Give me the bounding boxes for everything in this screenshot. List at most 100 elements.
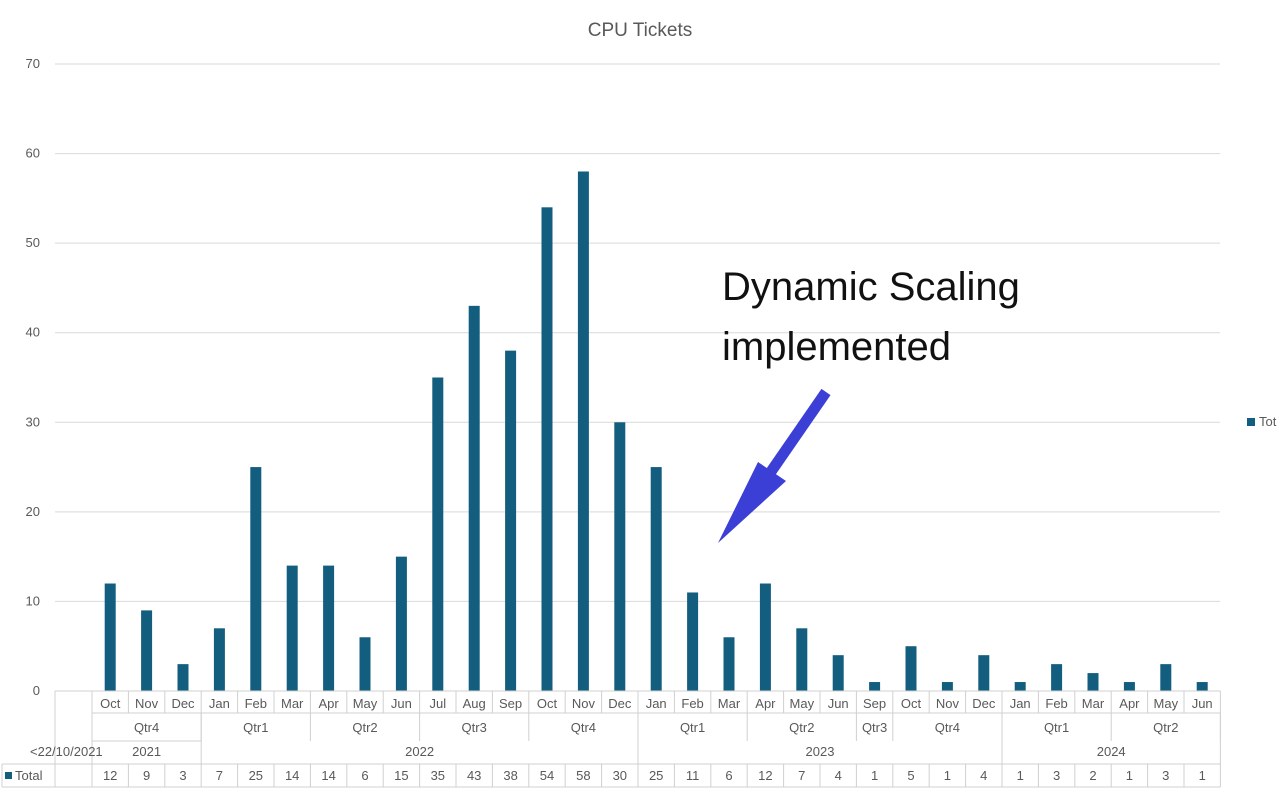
table-value-cell: 7 [798, 768, 805, 783]
table-value-cell: 25 [649, 768, 663, 783]
table-value-cell: 14 [285, 768, 299, 783]
year-label: 2021 [132, 744, 161, 759]
quarter-label: Qtr2 [352, 720, 377, 735]
month-label: Jul [429, 696, 446, 711]
annotation-text-line2: implemented [722, 325, 951, 369]
bar [723, 637, 735, 691]
bar [978, 655, 990, 691]
arrow-head [718, 462, 786, 543]
table-value-cell: 3 [179, 768, 186, 783]
month-label: Jan [209, 696, 230, 711]
bar [614, 422, 626, 691]
bar [1087, 673, 1099, 691]
month-label: Nov [135, 696, 159, 711]
table-value-cell: 1 [871, 768, 878, 783]
month-label: Sep [863, 696, 886, 711]
month-label: Jun [828, 696, 849, 711]
month-label: Apr [318, 696, 339, 711]
bar [577, 171, 589, 691]
annotation-arrow [718, 388, 831, 543]
month-label: Jun [391, 696, 412, 711]
month-label: Jun [1192, 696, 1213, 711]
bar [250, 467, 262, 691]
month-label: Oct [537, 696, 558, 711]
year-label: 2023 [806, 744, 835, 759]
table-value-cell: 30 [613, 768, 627, 783]
table-value-cell: 4 [835, 768, 842, 783]
bar [941, 682, 953, 691]
month-label: Sep [499, 696, 522, 711]
table-value-cell: 1 [944, 768, 951, 783]
bar [650, 467, 662, 691]
table-value-cell: 12 [758, 768, 772, 783]
table-row-label: Total [15, 768, 43, 783]
bar [832, 655, 844, 691]
bar [359, 637, 371, 691]
month-label: Jan [646, 696, 667, 711]
bar [395, 556, 407, 691]
month-label: Apr [1119, 696, 1140, 711]
month-label: Feb [681, 696, 703, 711]
bar [286, 565, 298, 691]
quarter-label: Qtr2 [1153, 720, 1178, 735]
table-value-cell: 1 [1199, 768, 1206, 783]
bar [796, 628, 808, 691]
table-value-cell: 11 [686, 768, 700, 783]
month-label: Feb [1045, 696, 1067, 711]
bar [869, 682, 881, 691]
y-tick-label: 40 [26, 325, 40, 340]
table-value-cell: 6 [725, 768, 732, 783]
legend-swatch [1247, 418, 1255, 426]
y-tick-label: 30 [26, 414, 40, 429]
annotation: Dynamic Scaling implemented [718, 265, 1020, 543]
legend: Tot [1247, 414, 1277, 429]
bar [905, 646, 917, 691]
y-tick-label: 20 [26, 504, 40, 519]
table-value-cell: 58 [576, 768, 590, 783]
table-value-cell: 1 [1126, 768, 1133, 783]
year-label: 2024 [1097, 744, 1126, 759]
table-value-cell: 43 [467, 768, 481, 783]
table-value-cell: 12 [103, 768, 117, 783]
table-value-cell: 3 [1053, 768, 1060, 783]
month-label: Dec [608, 696, 632, 711]
month-label: Mar [1082, 696, 1105, 711]
gridlines [55, 63, 1220, 602]
bar [104, 583, 116, 691]
quarter-label: Qtr3 [862, 720, 887, 735]
quarter-label: Qtr4 [571, 720, 596, 735]
table-value-cell: 9 [143, 768, 150, 783]
bar [1014, 682, 1026, 691]
quarter-label: Qtr3 [462, 720, 487, 735]
bar [759, 583, 771, 691]
month-label: Nov [936, 696, 960, 711]
quarter-label: Qtr4 [134, 720, 159, 735]
bar [505, 350, 517, 691]
table-value-cell: 14 [321, 768, 335, 783]
y-tick-label: 70 [26, 56, 40, 71]
data-table: Oct Nov Dec Jan Feb Mar Apr May Jun Jul Aug Sep Oct N… [1, 690, 1221, 788]
month-label: May [1154, 696, 1179, 711]
month-label: Apr [755, 696, 776, 711]
table-value-cell: 54 [540, 768, 554, 783]
month-label: Oct [100, 696, 121, 711]
month-label: May [790, 696, 815, 711]
bars [104, 171, 1208, 692]
quarter-label: Qtr4 [935, 720, 960, 735]
bar [177, 664, 189, 691]
month-label: Nov [572, 696, 596, 711]
month-label: Dec [972, 696, 996, 711]
table-value-cell: 1 [1017, 768, 1024, 783]
bar [323, 565, 335, 691]
year-label: 2022 [405, 744, 434, 759]
table-value-cell: 2 [1089, 768, 1096, 783]
arrow-shaft [763, 388, 831, 480]
y-tick-label: 10 [26, 593, 40, 608]
table-value-cell: 5 [907, 768, 914, 783]
quarter-label: Qtr1 [243, 720, 268, 735]
legend-label: Tot [1259, 414, 1277, 429]
bar [541, 207, 553, 692]
table-value-cell: 38 [503, 768, 517, 783]
